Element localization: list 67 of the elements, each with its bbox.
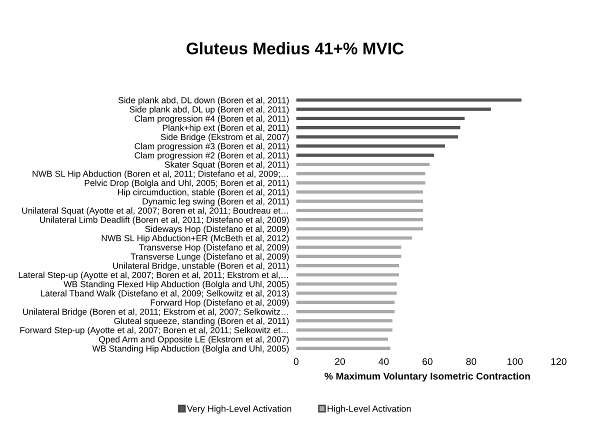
bar bbox=[296, 172, 426, 176]
y-tick-label: Unilateral Limb Deadlift (Boren et al, 2011; Distefano et al, 2009) bbox=[40, 216, 289, 225]
bar bbox=[296, 190, 424, 194]
y-tick-label: Forward Step-up (Ayotte et al, 2007; Boren et al, 2011; Selkowitz et… bbox=[20, 326, 288, 335]
y-tick-label: Side Bridge (Ekstrom et al, 2007) bbox=[160, 134, 289, 142]
y-tick-label: Pelvic Drop (Bolgla and Uhl, 2005; Boren et al, 2011) bbox=[84, 180, 289, 188]
y-tick-label: Forward Hop (Distefano et al, 2009) bbox=[150, 299, 289, 308]
y-tick-label: Lateral Step-up (Ayotte et al, 2007; Boren et al, 2011; Ekstrom et al,… bbox=[18, 272, 288, 280]
y-tick-label: Transverse Lunge (Distefano et al, 2009) bbox=[130, 253, 289, 262]
x-axis-title: % Maximum Voluntary Isometric Contraction bbox=[324, 372, 530, 382]
bar bbox=[296, 346, 390, 350]
y-tick-label: Lateral Tband Walk (Distefano et al, 2009; Selkowitz et al, 2013) bbox=[40, 290, 289, 298]
y-tick-label: Clam progression #2 (Boren et al, 2011) bbox=[134, 152, 289, 160]
y-tick-label: WB Standing Hip Abduction (Bolgla and Uhl, 2005) bbox=[92, 345, 289, 354]
bar bbox=[296, 98, 522, 102]
y-tick-label: Clam progression #3 (Boren et al, 2011) bbox=[134, 142, 289, 152]
chart-title: Gluteus Medius 41+% MVIC bbox=[186, 42, 404, 54]
bar bbox=[296, 135, 458, 138]
x-tick-label: 0 bbox=[294, 358, 299, 365]
y-tick-label: Gluteal squeeze, standing (Boren et al, 2011) bbox=[114, 318, 289, 326]
y-tick-label: Side plank abd, DL down (Boren et al, 2011) bbox=[118, 96, 289, 106]
y-tick-label: Transverse Hop (Distefano et al, 2009) bbox=[139, 244, 289, 252]
y-tick-label: Clam progression #4 (Boren et al, 2011) bbox=[134, 115, 289, 124]
y-tick-label: NWB SL Hip Abduction+ER (McBeth et al, 2012) bbox=[102, 234, 289, 243]
legend-label: Very High-Level Activation bbox=[186, 405, 292, 414]
y-tick-label: Skater Squat (Boren et al, 2011) bbox=[164, 161, 289, 170]
y-tick-label: WB Standing Flexed Hip Abduction (Bolgla and Uhl, 2005) bbox=[64, 280, 289, 289]
y-tick-label: Sideways Hop (Distefano et al, 2009) bbox=[145, 226, 289, 234]
bar bbox=[296, 200, 424, 203]
bar bbox=[296, 218, 424, 222]
bar bbox=[296, 181, 426, 184]
bar bbox=[296, 282, 397, 286]
bar bbox=[296, 116, 465, 120]
bar bbox=[296, 338, 388, 341]
bar bbox=[296, 310, 395, 314]
bar bbox=[296, 273, 400, 276]
x-tick-label: 80 bbox=[466, 358, 476, 365]
bar bbox=[296, 144, 445, 148]
y-tick-label: Unilateral Squat (Ayotte et al, 2007; Boren et al, 2011; Boudreau et… bbox=[22, 207, 288, 216]
bar bbox=[296, 236, 412, 240]
x-tick-label: 40 bbox=[378, 358, 389, 365]
bar bbox=[296, 162, 430, 166]
x-tick-label: 60 bbox=[422, 358, 432, 365]
bar bbox=[296, 328, 392, 332]
bar bbox=[296, 227, 424, 230]
bar bbox=[296, 300, 395, 304]
bar bbox=[296, 292, 397, 295]
bar bbox=[296, 264, 400, 268]
bar bbox=[296, 246, 402, 249]
bar bbox=[296, 254, 402, 258]
x-tick-label: 100 bbox=[508, 358, 523, 365]
x-tick-label: 20 bbox=[335, 358, 345, 365]
y-tick-label: Hip circumduction, stable (Boren et al, 2011) bbox=[118, 188, 289, 198]
bar bbox=[296, 319, 392, 322]
x-tick-label: 120 bbox=[551, 358, 566, 365]
y-tick-label: Unilateral Bridge (Boren et al, 2011; Ekstrom et al, 2007; Selkowitz… bbox=[23, 308, 288, 317]
bar bbox=[296, 126, 460, 130]
legend-label: High-Level Activation bbox=[328, 405, 411, 414]
bar bbox=[296, 108, 491, 111]
bar bbox=[296, 208, 424, 212]
y-tick-label: Dynamic leg swing (Boren et al, 2011) bbox=[142, 198, 289, 206]
y-tick-label: Unilateral Bridge, unstable (Boren et al, 2011) bbox=[113, 262, 289, 271]
y-tick-label: Side plank abd, DL up (Boren et al, 2011) bbox=[130, 106, 289, 114]
y-tick-label: NWB SL Hip Abduction (Boren et al, 2011; Distefano et al, 2009;… bbox=[32, 170, 288, 179]
y-tick-label: Plank+hip ext (Boren et al, 2011) bbox=[162, 124, 289, 133]
bar bbox=[296, 154, 434, 157]
y-tick-label: Qped Arm and Opposite LE (Ekstrom et al, 2007) bbox=[99, 336, 289, 344]
